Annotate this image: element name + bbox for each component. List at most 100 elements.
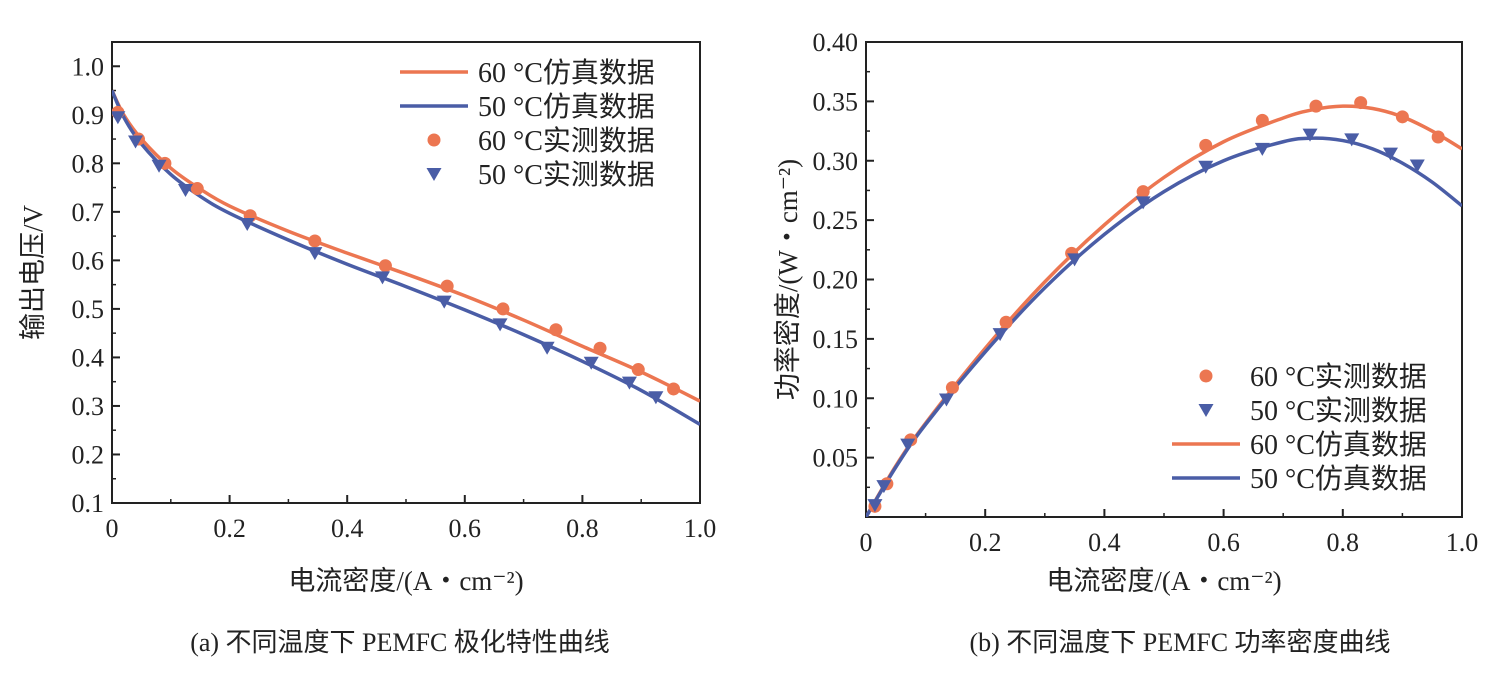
plot-area <box>866 96 1462 517</box>
measured-point-50c <box>128 135 144 149</box>
measured-point-60c <box>1255 113 1269 127</box>
measured-point-60c <box>308 234 322 248</box>
measured-point-50c <box>436 295 452 309</box>
measured-point-60c <box>1136 185 1150 199</box>
y-axis-label: 输出电压/V <box>18 204 48 340</box>
measured-point-50c <box>1344 133 1360 147</box>
measured-point-50c <box>178 184 193 198</box>
y-tick-label: 0.1 <box>72 489 105 518</box>
legend-label: 50 °C仿真数据 <box>1250 463 1427 495</box>
measured-point-50c <box>1302 128 1318 142</box>
y-tick-label: 0.20 <box>813 266 859 295</box>
y-tick-label: 0.6 <box>72 246 105 275</box>
chart-power-density: 0 0.2 0.4 0.6 0.8 1.0 0.05 0.10 0.15 0.20 0.25 0.30… <box>773 28 1478 596</box>
measured-point-60c <box>667 382 681 396</box>
legend-label: 60 °C仿真数据 <box>478 57 655 89</box>
y-axis-label: 功率密度/(W・cm⁻²) <box>773 159 803 400</box>
x-tick-label: 0.8 <box>1327 528 1360 557</box>
measured-point-50c <box>621 376 637 390</box>
measured-point-50c <box>492 318 508 332</box>
measured-point-50c <box>1067 253 1083 267</box>
measured-point-60c <box>549 323 563 337</box>
y-tick-label: 0.40 <box>813 28 859 57</box>
plot-area <box>112 89 700 426</box>
measured-point-50c <box>648 391 664 405</box>
simulated-line-50c <box>112 89 700 426</box>
measured-point-50c <box>867 499 883 513</box>
measured-point-50c <box>539 341 555 355</box>
measured-point-50c <box>938 393 954 407</box>
simulated-line-60c <box>112 89 700 403</box>
legend-label: 50 °C实测数据 <box>1250 395 1427 427</box>
y-tick-label: 0.30 <box>813 147 859 176</box>
y-tick-label: 0.4 <box>72 343 105 372</box>
measured-point-50c <box>900 438 916 452</box>
measured-point-60c <box>631 363 645 377</box>
x-axis-label: 电流密度/(A・cm⁻²) <box>288 566 523 596</box>
legend-circle-marker <box>1199 369 1213 383</box>
y-tick-label: 0.25 <box>813 206 859 235</box>
measured-point-60c <box>190 182 204 196</box>
y-tick-label: 0.35 <box>813 87 859 116</box>
measured-point-60c <box>1354 96 1368 110</box>
x-tick-label: 0 <box>860 528 873 557</box>
measured-point-50c <box>876 480 892 494</box>
x-tick-label: 0.6 <box>449 514 482 543</box>
x-tick-label: 1.0 <box>684 514 717 543</box>
x-axis-label: 电流密度/(A・cm⁻²) <box>1046 566 1281 596</box>
y-tick-label: 0.15 <box>813 325 859 354</box>
measured-point-50c <box>151 159 167 173</box>
y-tick-label: 0.10 <box>813 384 859 413</box>
y-tick-label: 0.8 <box>72 149 105 178</box>
measured-point-60c <box>1309 99 1323 113</box>
caption-b: (b) 不同温度下 PEMFC 功率密度曲线 <box>969 628 1391 657</box>
measured-point-60c <box>999 315 1013 329</box>
legend-label: 60 °C实测数据 <box>1250 361 1427 393</box>
y-tick-label: 1.0 <box>72 52 105 81</box>
y-tick-label: 0.5 <box>72 295 105 324</box>
legend-triangle-marker <box>426 168 442 181</box>
measured-point-50c <box>583 356 599 370</box>
x-tick-label: 0.2 <box>969 528 1002 557</box>
measured-point-50c <box>112 111 126 125</box>
x-tick-label: 0.8 <box>566 514 599 543</box>
measured-point-60c <box>1395 110 1409 124</box>
x-tick-label: 1.0 <box>1446 528 1479 557</box>
measured-point-50c <box>992 328 1008 342</box>
measured-point-60c <box>593 341 607 355</box>
x-tick-label: 0.6 <box>1207 528 1240 557</box>
y-tick-label: 0.9 <box>72 101 105 130</box>
measured-point-60c <box>378 259 392 273</box>
legend-label: 60 °C实测数据 <box>478 125 655 157</box>
measured-point-50c <box>307 247 323 261</box>
legend-label: 50 °C实测数据 <box>478 159 655 191</box>
measured-point-50c <box>1135 196 1151 210</box>
y-tick-label: 0.7 <box>72 198 105 227</box>
y-tick-label: 0.2 <box>72 440 105 469</box>
x-tick-label: 0.2 <box>213 514 246 543</box>
chart-polarization: 0 0.2 0.4 0.6 0.8 1.0 0.1 0.2 0.3 0.4 0.5 0.6 0.7 0.8… <box>18 41 717 596</box>
legend-label: 50 °C仿真数据 <box>478 91 655 123</box>
caption-a: (a) 不同温度下 PEMFC 极化特性曲线 <box>190 628 610 657</box>
legend-triangle-marker <box>1198 404 1214 417</box>
measured-point-50c <box>1409 159 1425 173</box>
legend-label: 60 °C仿真数据 <box>1250 429 1427 461</box>
measured-point-60c <box>945 381 959 395</box>
x-tick-label: 0.4 <box>331 514 364 543</box>
y-tick-label: 0.05 <box>813 444 859 473</box>
measured-point-50c <box>239 217 255 231</box>
measured-point-50c <box>1198 160 1214 174</box>
measured-point-60c <box>1199 138 1213 152</box>
measured-point-50c <box>374 271 390 285</box>
measured-point-60c <box>1431 130 1445 144</box>
x-tick-label: 0 <box>106 514 119 543</box>
legend-circle-marker <box>427 133 441 147</box>
x-tick-label: 0.4 <box>1088 528 1121 557</box>
measured-point-50c <box>1382 147 1398 161</box>
measured-point-60c <box>496 302 510 316</box>
measured-point-50c <box>1254 142 1270 156</box>
measured-point-60c <box>440 279 454 293</box>
